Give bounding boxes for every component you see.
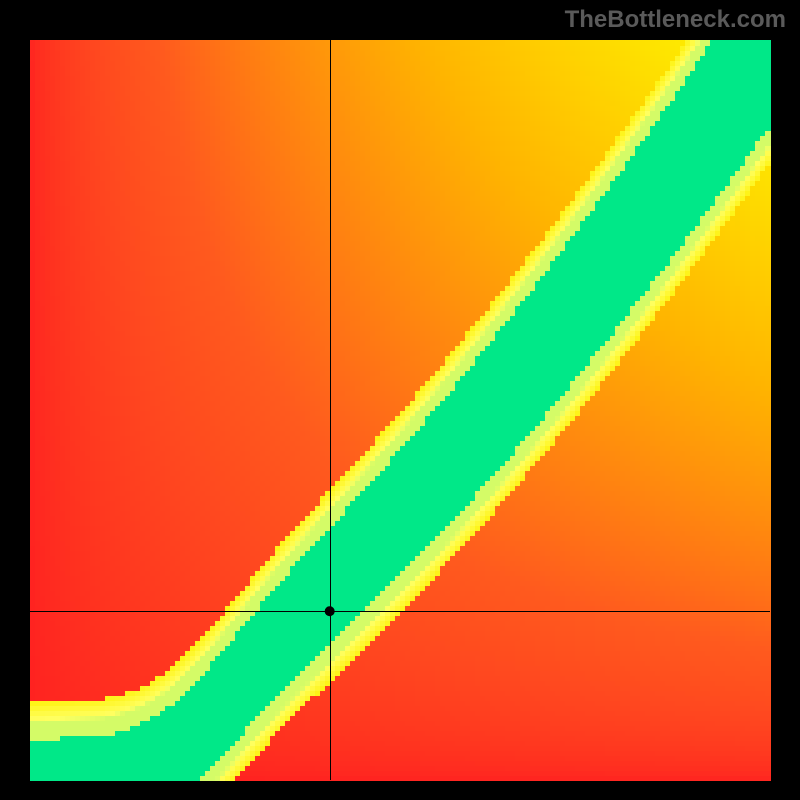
- chart-container: TheBottleneck.com: [0, 0, 800, 800]
- watermark-text: TheBottleneck.com: [565, 6, 786, 34]
- bottleneck-heatmap: [0, 0, 800, 800]
